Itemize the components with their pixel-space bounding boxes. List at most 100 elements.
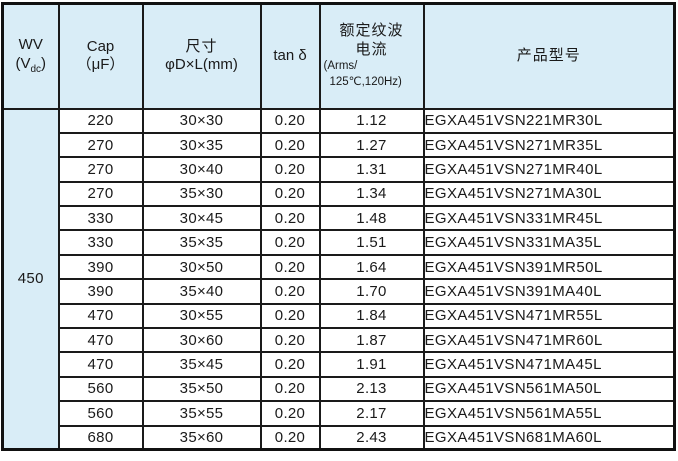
cell-size: 35×30 — [141, 180, 262, 208]
cell-ripple: 1.48 — [318, 205, 425, 232]
cell-tand: 0.20 — [259, 205, 321, 232]
header-model: 产品型号 — [422, 2, 676, 110]
cell-size: 30×60 — [141, 326, 262, 354]
header-wv-line1: WV — [18, 36, 43, 54]
cell-model: EGXA451VSN471MR55L — [422, 302, 676, 330]
header-cap-line2: （μF） — [76, 56, 125, 74]
cell-model: EGXA451VSN271MR40L — [422, 156, 676, 183]
cell-cap: 270 — [57, 156, 144, 183]
cell-tand: 0.20 — [259, 400, 321, 427]
header-tand-line1: tan δ — [273, 46, 307, 64]
cell-ripple: 1.70 — [318, 278, 425, 305]
table-row: 390 35×40 0.20 1.70 EGXA451VSN391MA40L — [3, 278, 676, 305]
cell-cap: 470 — [57, 302, 144, 330]
table-row: 330 30×45 0.20 1.48 EGXA451VSN331MR45L — [3, 205, 676, 232]
cell-tand: 0.20 — [259, 375, 321, 403]
cell-size: 35×55 — [141, 400, 262, 427]
header-ripple-line3: (Arms/ — [323, 60, 358, 73]
cell-tand: 0.20 — [259, 131, 321, 159]
header-ripple-line4: 125℃,120Hz) — [329, 76, 402, 88]
capacitor-spec-table: WV (Vdc) Cap （μF） 尺寸 φD×L(mm) tan δ 额定纹波… — [1, 2, 676, 452]
wv-value-cell: 450 — [1, 107, 60, 451]
table-body: 450 220 30×30 0.20 1.12 EGXA451VSN221MR30L 270… — [1, 107, 676, 451]
cell-size: 30×50 — [141, 253, 262, 281]
table-row: 330 35×35 0.20 1.51 EGXA451VSN331MA35L — [3, 229, 676, 256]
cell-tand: 0.20 — [259, 156, 321, 183]
cell-model: EGXA451VSN391MR50L — [422, 253, 676, 281]
cell-tand: 0.20 — [259, 253, 321, 281]
cell-size: 30×55 — [141, 302, 262, 330]
cell-model: EGXA451VSN271MR35L — [422, 131, 676, 159]
cell-tand: 0.20 — [259, 326, 321, 354]
table-row: 680 35×60 0.20 2.43 EGXA451VSN681MA60L — [3, 424, 676, 451]
cell-tand: 0.20 — [259, 351, 321, 378]
cell-size: 35×40 — [141, 278, 262, 305]
cell-model: EGXA451VSN561MA55L — [422, 400, 676, 427]
cell-size: 30×40 — [141, 156, 262, 183]
table-row: 560 35×50 0.20 2.13 EGXA451VSN561MA50L — [3, 375, 676, 403]
header-ripple-line2: 电流 — [355, 40, 388, 58]
cell-cap: 560 — [57, 400, 144, 427]
cell-tand: 0.20 — [259, 424, 321, 451]
cell-cap: 390 — [57, 278, 144, 305]
cell-tand: 0.20 — [259, 107, 321, 134]
table-header: WV (Vdc) Cap （μF） 尺寸 φD×L(mm) tan δ 额定纹波… — [1, 2, 676, 110]
header-model-line1: 产品型号 — [516, 46, 581, 64]
cell-ripple: 1.87 — [318, 326, 425, 354]
cell-size: 30×35 — [141, 131, 262, 159]
cell-model: EGXA451VSN471MR60L — [422, 326, 676, 354]
cell-cap: 470 — [57, 351, 144, 378]
cell-ripple: 1.12 — [318, 107, 425, 134]
cell-tand: 0.20 — [259, 180, 321, 208]
header-cap: Cap （μF） — [57, 2, 144, 110]
cell-cap: 270 — [57, 180, 144, 208]
table-row: 470 30×55 0.20 1.84 EGXA451VSN471MR55L — [3, 302, 676, 330]
cell-ripple: 2.13 — [318, 375, 425, 403]
cell-size: 30×30 — [141, 107, 262, 134]
header-size-line1: 尺寸 — [185, 37, 218, 55]
cell-ripple: 1.34 — [318, 180, 425, 208]
cell-cap: 330 — [57, 205, 144, 232]
cell-cap: 220 — [57, 107, 144, 134]
cell-size: 30×45 — [141, 205, 262, 232]
header-row: WV (Vdc) Cap （μF） 尺寸 φD×L(mm) tan δ 额定纹波… — [1, 2, 676, 110]
header-size-line2: φD×L(mm) — [165, 56, 238, 74]
cell-ripple: 1.31 — [318, 156, 425, 183]
cell-tand: 0.20 — [259, 302, 321, 330]
cell-model: EGXA451VSN271MA30L — [422, 180, 676, 208]
table-row: 560 35×55 0.20 2.17 EGXA451VSN561MA55L — [3, 400, 676, 427]
cell-model: EGXA451VSN331MA35L — [422, 229, 676, 256]
cell-ripple: 2.17 — [318, 400, 425, 427]
cell-size: 35×35 — [141, 229, 262, 256]
table-row: 450 220 30×30 0.20 1.12 EGXA451VSN221MR30L — [1, 107, 676, 451]
cell-ripple: 1.64 — [318, 253, 425, 281]
header-wv-line2: (Vdc) — [15, 54, 47, 75]
cell-ripple: 1.27 — [318, 131, 425, 159]
cell-size: 35×60 — [141, 424, 262, 451]
table-row: 270 30×40 0.20 1.31 EGXA451VSN271MR40L — [3, 156, 676, 183]
cell-ripple: 2.43 — [318, 424, 425, 451]
cell-size: 35×50 — [141, 375, 262, 403]
cell-cap: 680 — [57, 424, 144, 451]
cell-model: EGXA451VSN681MA60L — [422, 424, 676, 451]
cell-ripple: 1.91 — [318, 351, 425, 378]
cell-cap: 390 — [57, 253, 144, 281]
cell-cap: 560 — [57, 375, 144, 403]
cell-tand: 0.20 — [259, 278, 321, 305]
cell-cap: 330 — [57, 229, 144, 256]
cell-model: EGXA451VSN221MR30L — [422, 107, 676, 134]
cell-ripple: 1.51 — [318, 229, 425, 256]
cell-size: 35×45 — [141, 351, 262, 378]
table-row: 270 30×35 0.20 1.27 EGXA451VSN271MR35L — [3, 131, 676, 159]
table-row: 390 30×50 0.20 1.64 EGXA451VSN391MR50L — [3, 253, 676, 281]
table-row: 470 35×45 0.20 1.91 EGXA451VSN471MA45L — [3, 351, 676, 378]
cell-cap: 270 — [57, 131, 144, 159]
header-wv: WV (Vdc) — [1, 2, 60, 110]
table-row: 470 30×60 0.20 1.87 EGXA451VSN471MR60L — [3, 326, 676, 354]
header-size: 尺寸 φD×L(mm) — [141, 2, 262, 110]
cell-cap: 470 — [57, 326, 144, 354]
table-row: 270 35×30 0.20 1.34 EGXA451VSN271MA30L — [3, 180, 676, 208]
header-ripple: 额定纹波 电流 (Arms/ 125℃,120Hz) — [318, 2, 425, 110]
cell-tand: 0.20 — [259, 229, 321, 256]
